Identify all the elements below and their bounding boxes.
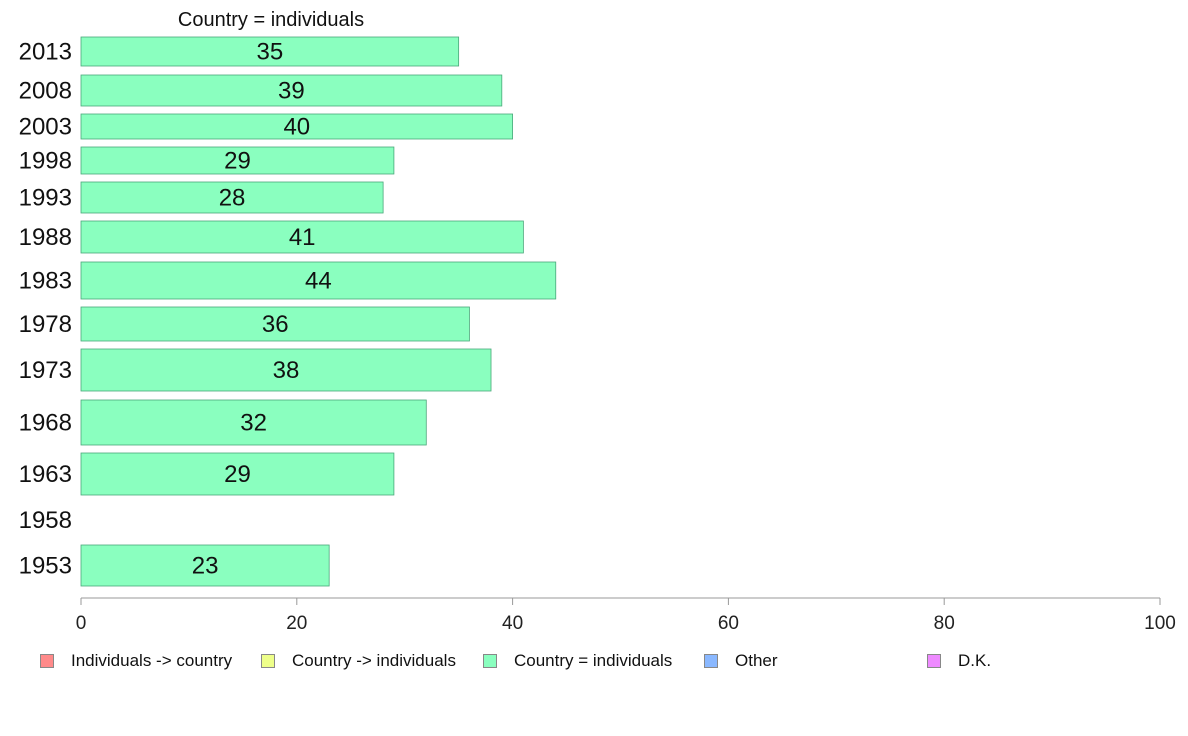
legend-label: Country = individuals: [514, 651, 673, 670]
x-tick-label-20: 20: [286, 613, 307, 634]
x-tick-label-40: 40: [502, 613, 523, 634]
bar-1978: [80, 306, 470, 342]
x-tick-label-0: 0: [76, 613, 87, 634]
category-label-1988: 1988: [19, 224, 72, 251]
x-axis: 0 20 40 60 80 100: [76, 597, 1176, 634]
x-tick-label-60: 60: [718, 613, 739, 634]
value-label-1983: 44: [305, 268, 332, 295]
category-label-1968: 1968: [19, 410, 72, 437]
value-label-2008: 39: [278, 78, 305, 105]
legend-swatch: [261, 654, 275, 668]
value-label-1953: 23: [192, 553, 219, 580]
value-label-1988: 41: [289, 224, 316, 251]
value-label-1993: 28: [219, 185, 246, 212]
value-label-1963: 29: [224, 461, 251, 488]
legend-label: D.K.: [958, 651, 992, 670]
category-label-1973: 1973: [19, 357, 72, 384]
legend-item-5: D.K.: [927, 651, 991, 671]
bar-1953: [80, 544, 330, 587]
bar-2003: [80, 113, 514, 140]
value-label-2013: 35: [256, 39, 283, 66]
legend-swatch: [927, 654, 941, 668]
category-label-1953: 1953: [19, 553, 72, 580]
bar-1998: [80, 146, 395, 175]
category-label-1998: 1998: [19, 148, 72, 175]
bars-group: 2013 35 2008 39 2003 40 1998 29 1993 28 1988 41 1983…: [19, 36, 557, 587]
bar-2013: [80, 36, 460, 67]
category-label-1993: 1993: [19, 185, 72, 212]
category-label-2013: 2013: [19, 39, 72, 66]
x-tick-label-80: 80: [934, 613, 955, 634]
category-label-2008: 2008: [19, 78, 72, 105]
bar-1988: [80, 220, 524, 254]
category-label-2003: 2003: [19, 114, 72, 141]
bar-1963: [80, 452, 395, 496]
category-label-1978: 1978: [19, 311, 72, 338]
legend-label: Country -> individuals: [292, 651, 456, 670]
category-label-1958: 1958: [19, 507, 72, 534]
legend-swatch: [704, 654, 718, 668]
legend-item-3: Country = individuals: [483, 651, 672, 671]
legend: Individuals -> country Country -> individ…: [40, 651, 1140, 675]
category-label-1983: 1983: [19, 268, 72, 295]
x-tick-label-100: 100: [1144, 613, 1176, 634]
bar-2008: [80, 74, 503, 107]
bar-1993: [80, 181, 384, 214]
legend-item-2: Country -> individuals: [261, 651, 456, 671]
legend-swatch: [483, 654, 497, 668]
bar-1968: [80, 399, 427, 446]
value-label-1968: 32: [240, 410, 267, 437]
value-label-1973: 38: [273, 357, 300, 384]
bar-1973: [80, 348, 492, 392]
column-title: Country = individuals: [178, 9, 364, 31]
legend-item-4: Other: [704, 651, 778, 671]
value-label-1978: 36: [262, 311, 289, 338]
category-label-1963: 1963: [19, 461, 72, 488]
legend-label: Individuals -> country: [71, 651, 233, 670]
legend-label: Other: [735, 651, 778, 670]
value-label-2003: 40: [283, 114, 310, 141]
legend-item-1: Individuals -> country: [40, 651, 232, 671]
value-label-1998: 29: [224, 148, 251, 175]
bar-1983: [80, 261, 557, 300]
legend-swatch: [40, 654, 54, 668]
